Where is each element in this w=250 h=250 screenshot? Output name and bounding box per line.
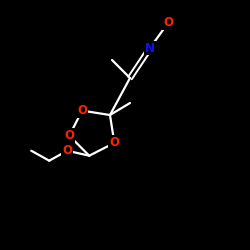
Text: O: O: [110, 136, 120, 149]
Text: O: O: [62, 144, 72, 157]
Text: O: O: [77, 104, 87, 117]
Text: N: N: [145, 42, 155, 54]
Text: O: O: [163, 16, 173, 30]
Text: O: O: [64, 129, 74, 142]
